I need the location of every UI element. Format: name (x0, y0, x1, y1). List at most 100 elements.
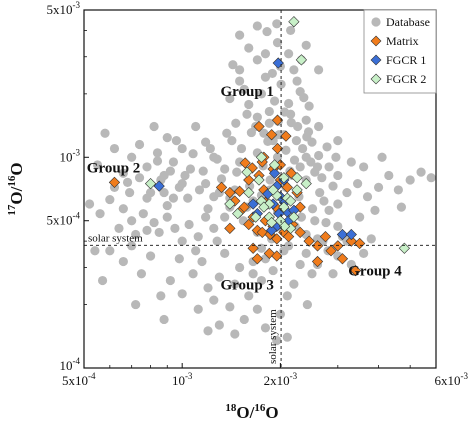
point-database (146, 188, 155, 197)
point-database (283, 291, 292, 300)
point-database (384, 171, 393, 180)
point-database (220, 164, 229, 173)
point-database (303, 300, 312, 309)
point-database (253, 55, 262, 64)
point-database (175, 254, 184, 263)
point-database (367, 234, 376, 243)
point-database (127, 216, 136, 225)
point-database (296, 260, 305, 269)
point-database (283, 333, 292, 342)
point-database (394, 185, 403, 194)
point-database (213, 237, 222, 246)
point-database (314, 122, 323, 131)
point-database (253, 21, 262, 30)
point-database (359, 162, 368, 171)
point-database (298, 144, 307, 153)
point-database (310, 216, 319, 225)
point-database (170, 224, 179, 233)
point-database (203, 326, 212, 335)
point-database (427, 173, 436, 182)
point-database (166, 276, 175, 285)
point-database (166, 166, 175, 175)
point-database (302, 116, 311, 125)
point-database (244, 100, 253, 109)
point-database (220, 249, 229, 258)
point-database (302, 41, 311, 50)
point-database (119, 257, 128, 266)
point-database (242, 110, 251, 119)
point-database (308, 204, 317, 213)
point-database (197, 257, 206, 266)
point-database (235, 31, 244, 40)
point-database (201, 213, 210, 222)
point-database (397, 203, 406, 212)
point-database (159, 315, 168, 324)
point-database (253, 113, 262, 122)
point-database (95, 209, 104, 218)
point-database (105, 246, 114, 255)
point-database (231, 119, 240, 128)
point-database (169, 194, 178, 203)
point-database (169, 157, 178, 166)
point-database (353, 179, 362, 188)
point-database (284, 49, 293, 58)
label-group-3: Group 3 (220, 277, 273, 293)
point-database (155, 228, 164, 237)
point-database (355, 213, 364, 222)
point-database (244, 43, 253, 52)
legend-label-matrix: Matrix (386, 34, 419, 48)
point-database (149, 218, 158, 227)
point-database (184, 220, 193, 229)
point-database (272, 19, 281, 28)
point-database (203, 204, 212, 213)
point-database (261, 49, 270, 58)
point-database (359, 249, 368, 258)
point-database (333, 171, 342, 180)
point-database (191, 122, 200, 131)
point-database (314, 151, 323, 160)
point-database (321, 218, 330, 227)
point-database (377, 153, 386, 162)
point-database (163, 133, 172, 142)
point-database (235, 65, 244, 74)
point-database (85, 199, 94, 208)
point-database (292, 136, 301, 145)
point-database (302, 153, 311, 162)
point-database (269, 266, 278, 275)
point-database (142, 162, 151, 171)
point-database (188, 149, 197, 158)
point-database (142, 226, 151, 235)
legend-label-fgcr-2: FGCR 2 (386, 72, 426, 86)
point-database (235, 263, 244, 272)
point-database (172, 136, 181, 145)
point-database (194, 305, 203, 314)
point-database (328, 181, 337, 190)
point-database (131, 300, 140, 309)
point-database (230, 329, 239, 338)
point-database (253, 305, 262, 314)
label-group-2: Group 2 (87, 161, 141, 177)
point-database (227, 136, 236, 145)
point-database (110, 144, 119, 153)
point-database (232, 168, 241, 177)
point-database (199, 166, 208, 175)
point-database (137, 269, 146, 278)
point-database (363, 192, 372, 201)
point-database (240, 315, 249, 324)
point-database (194, 232, 203, 241)
point-database (281, 146, 290, 155)
point-database (191, 246, 200, 255)
point-database (284, 99, 293, 108)
point-database (119, 204, 128, 213)
x-axis-title-main1: O/ (236, 403, 254, 422)
point-database (289, 280, 298, 289)
point-database (324, 162, 333, 171)
point-database (180, 171, 189, 180)
point-database (261, 73, 270, 82)
point-database (315, 188, 324, 197)
point-database (299, 93, 308, 102)
point-database (100, 129, 109, 138)
point-database (307, 269, 316, 278)
point-database (225, 302, 234, 311)
point-database (183, 194, 192, 203)
